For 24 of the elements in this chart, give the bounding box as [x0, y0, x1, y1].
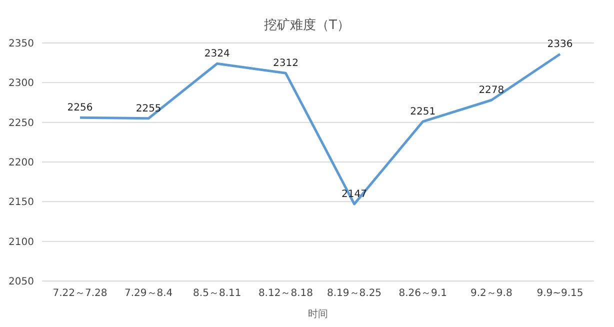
x-axis-title: 时间 [308, 308, 328, 320]
x-tick-label: 8.12～8.18 [258, 288, 313, 300]
y-tick-label: 2050 [8, 276, 34, 288]
data-label: 2255 [136, 103, 162, 114]
y-tick-label: 2150 [8, 197, 34, 208]
x-tick-label: 8.26～9.1 [398, 288, 447, 300]
data-label: 2251 [410, 106, 436, 118]
y-tick-label: 2300 [8, 78, 34, 90]
data-label: 2312 [272, 58, 298, 70]
y-tick-label: 2200 [8, 158, 34, 169]
x-tick-label: 9.2～9.8 [470, 288, 512, 300]
y-tick-label: 2350 [8, 38, 34, 50]
data-label: 2324 [204, 48, 230, 60]
y-tick-label: 2250 [8, 118, 34, 129]
y-tick-label: 2100 [8, 236, 34, 248]
data-label: 2278 [478, 85, 504, 96]
data-label: 2256 [67, 102, 93, 114]
chart-title: 挖矿难度（T） [263, 17, 351, 35]
data-label: 2336 [547, 39, 573, 50]
x-tick-label: 8.5～8.11 [193, 288, 242, 300]
x-tick-label: 7.29～8.4 [124, 288, 173, 300]
x-tick-label: 8.19～8.25 [327, 288, 382, 300]
x-tick-label: 9.9~9.15 [536, 288, 584, 300]
x-tick-label: 7.22～7.28 [52, 288, 108, 300]
